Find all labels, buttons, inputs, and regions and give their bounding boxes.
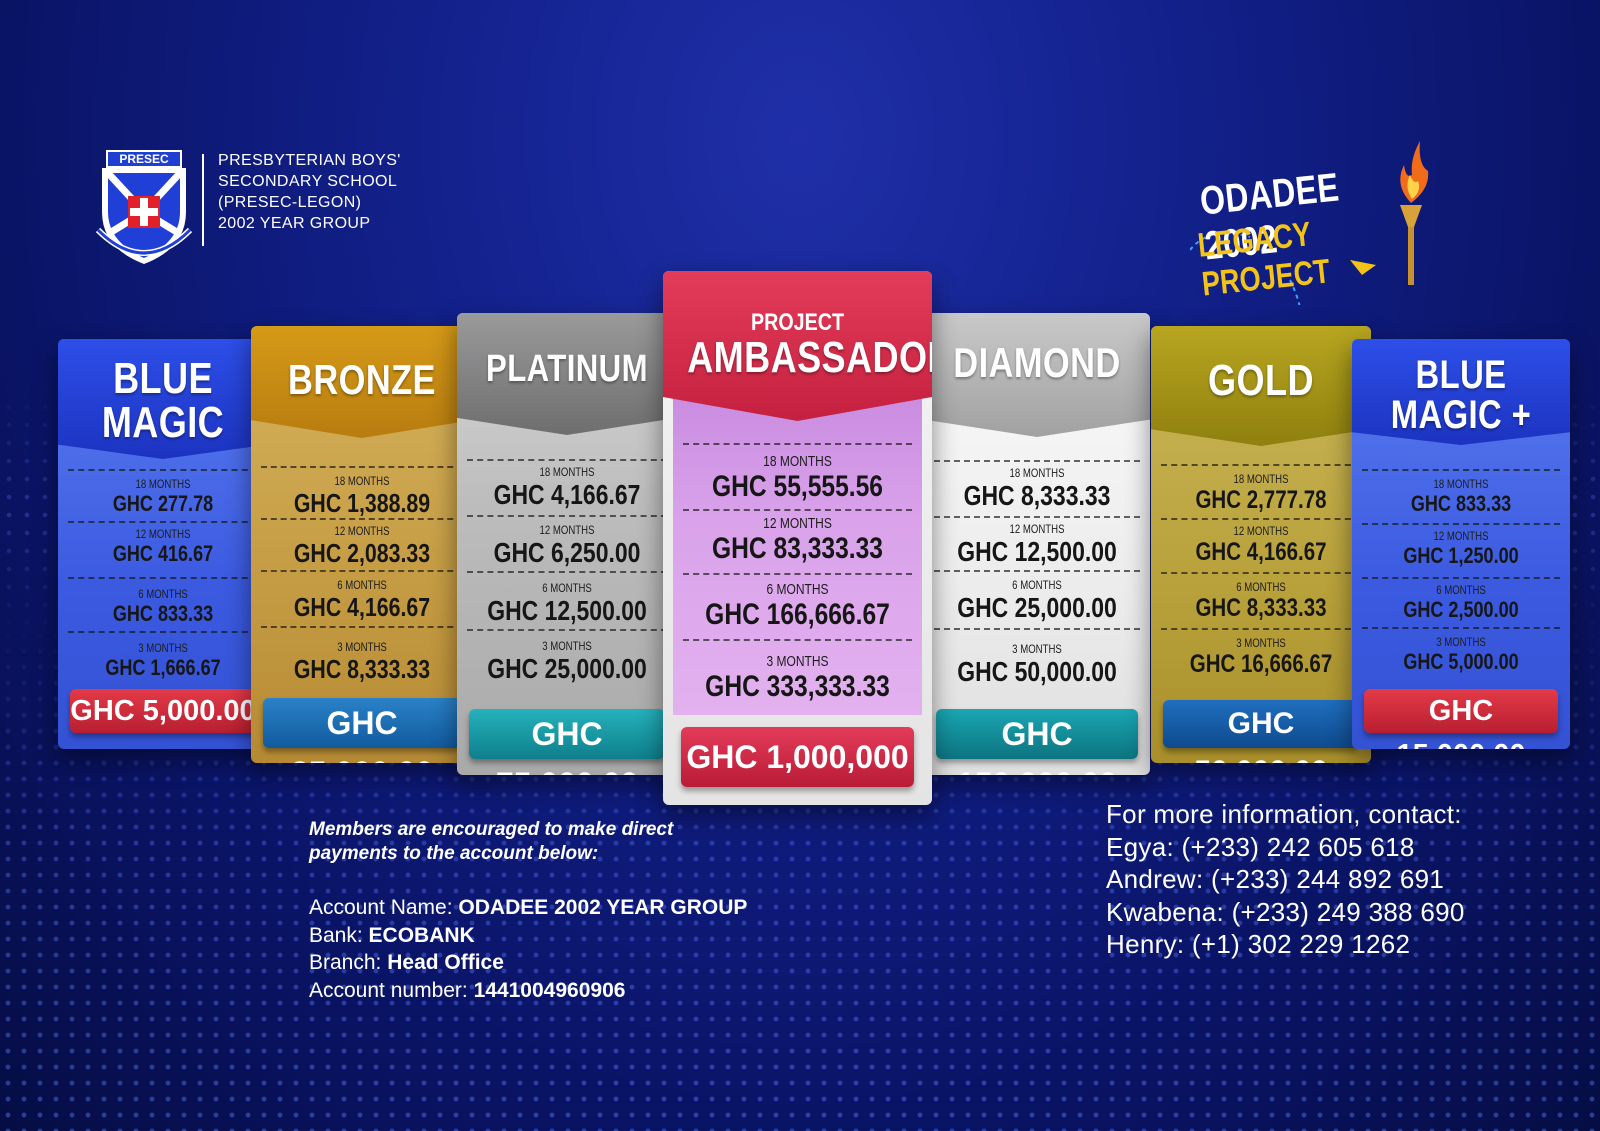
price-row: 3 MONTHS GHC 333,333.33 bbox=[683, 639, 912, 711]
price-row: 3 MONTHS GHC 16,666.67 bbox=[1161, 628, 1361, 686]
crest-label: PRESEC bbox=[106, 150, 182, 168]
tier-card-diamond: DIAMOND 18 MONTHS GHC 8,333.33 12 MONTHS G… bbox=[924, 313, 1150, 775]
torch-icon bbox=[1400, 141, 1429, 285]
tier-title: GOLD bbox=[1208, 356, 1314, 405]
contact-person: Egya: (+233) 242 605 618 bbox=[1106, 831, 1415, 862]
tier-card-project-ambassador: PROJECT AMBASSADOR 18 MONTHS GHC 55,555.5… bbox=[663, 271, 932, 805]
contact-info: For more information, contact: Egya: (+2… bbox=[1106, 798, 1465, 961]
price-row: 18 MONTHS GHC 2,777.78 bbox=[1161, 464, 1361, 518]
price-row: 12 MONTHS GHC 4,166.67 bbox=[1161, 518, 1361, 572]
price-row: 18 MONTHS GHC 277.78 bbox=[68, 469, 258, 521]
price-row: 18 MONTHS GHC 833.33 bbox=[1362, 469, 1560, 523]
price-row: 12 MONTHS GHC 1,250.00 bbox=[1362, 523, 1560, 577]
total-badge: GHC 15,000.00 bbox=[1364, 689, 1558, 749]
price-row: 6 MONTHS GHC 833.33 bbox=[68, 577, 258, 631]
school-crest: PRESEC bbox=[96, 150, 192, 266]
contact-heading: For more information, contact: bbox=[1106, 799, 1462, 829]
price-row: 18 MONTHS GHC 55,555.56 bbox=[683, 443, 912, 509]
header-divider bbox=[202, 154, 204, 246]
price-row: 12 MONTHS GHC 12,500.00 bbox=[934, 516, 1140, 570]
tier-title: AMBASSADOR bbox=[687, 333, 932, 382]
price-row: 3 MONTHS GHC 25,000.00 bbox=[467, 629, 667, 689]
legacy-project-logo: ODADEE 2002 LEGACY PROJECT bbox=[1190, 135, 1460, 305]
school-name: PRESBYTERIAN BOYS' SECONDARY SCHOOL (PRE… bbox=[218, 150, 401, 234]
payment-note: Members are encouraged to make direct pa… bbox=[309, 819, 674, 864]
total-badge: GHC 5,000.00 bbox=[70, 689, 256, 733]
price-row: 6 MONTHS GHC 4,166.67 bbox=[261, 570, 463, 626]
tier-title: MAGIC + bbox=[1390, 393, 1532, 437]
price-row: 18 MONTHS GHC 1,388.89 bbox=[261, 466, 463, 518]
tier-title: BLUE bbox=[113, 354, 213, 403]
total-badge: GHC 1,000,000 bbox=[681, 727, 914, 787]
school-line: SECONDARY SCHOOL bbox=[218, 173, 398, 190]
contact-person: Henry: (+1) 302 229 1262 bbox=[1106, 929, 1411, 959]
account-number: Account number: 1441004960906 bbox=[309, 978, 626, 1002]
price-row: 6 MONTHS GHC 25,000.00 bbox=[934, 570, 1140, 628]
price-row: 3 MONTHS GHC 5,000.00 bbox=[1362, 627, 1560, 683]
contact-person: Kwabena: (+233) 249 388 690 bbox=[1106, 896, 1465, 927]
price-row: 6 MONTHS GHC 8,333.33 bbox=[1161, 572, 1361, 628]
price-row: 12 MONTHS GHC 416.67 bbox=[68, 521, 258, 577]
price-row: 6 MONTHS GHC 2,500.00 bbox=[1362, 577, 1560, 627]
tier-title: MAGIC bbox=[101, 398, 225, 447]
price-row: 18 MONTHS GHC 8,333.33 bbox=[934, 460, 1140, 516]
tier-card-blue-magic-plus: BLUE MAGIC + 18 MONTHS GHC 833.33 12 MONT… bbox=[1352, 339, 1570, 749]
price-row: 12 MONTHS GHC 83,333.33 bbox=[683, 509, 912, 573]
total-badge: GHC 75,000.00 bbox=[469, 709, 665, 775]
school-line: 2002 YEAR GROUP bbox=[218, 215, 371, 232]
price-row: 3 MONTHS GHC 50,000.00 bbox=[934, 628, 1140, 690]
account-name: Account Name: ODADEE 2002 YEAR GROUP bbox=[309, 896, 748, 919]
tier-title: BRONZE bbox=[288, 356, 436, 403]
price-row: 6 MONTHS GHC 12,500.00 bbox=[467, 571, 667, 629]
tier-card-bronze: BRONZE 18 MONTHS GHC 1,388.89 12 MONTHS GH… bbox=[251, 326, 473, 763]
tier-title: DIAMOND bbox=[953, 339, 1121, 386]
school-line: (PRESEC-LEGON) bbox=[218, 194, 362, 211]
branch: Branch: Head Office bbox=[309, 951, 504, 974]
tier-card-platinum: PLATINUM 18 MONTHS GHC 4,166.67 12 MONTHS… bbox=[457, 313, 677, 775]
price-row: 12 MONTHS GHC 6,250.00 bbox=[467, 515, 667, 571]
price-row: 6 MONTHS GHC 166,666.67 bbox=[683, 573, 912, 639]
shield-icon bbox=[96, 168, 192, 264]
contact-person: Andrew: (+233) 244 892 691 bbox=[1106, 864, 1445, 894]
tier-card-gold: GOLD 18 MONTHS GHC 2,777.78 12 MONTHS GHC … bbox=[1151, 326, 1371, 763]
tier-title: PLATINUM bbox=[486, 348, 648, 390]
total-badge: GHC 25,000.00 bbox=[263, 698, 461, 763]
paper-plane-icon bbox=[1350, 260, 1376, 275]
price-row: 18 MONTHS GHC 4,166.67 bbox=[467, 459, 667, 515]
school-line: PRESBYTERIAN BOYS' bbox=[218, 152, 401, 169]
price-row: 12 MONTHS GHC 2,083.33 bbox=[261, 518, 463, 570]
tier-card-blue-magic: BLUE MAGIC 18 MONTHS GHC 277.78 12 MONTHS… bbox=[58, 339, 268, 749]
bank: Bank: ECOBANK bbox=[309, 923, 475, 947]
price-row: 3 MONTHS GHC 1,666.67 bbox=[68, 631, 258, 687]
payment-info: Members are encouraged to make direct pa… bbox=[309, 818, 747, 1004]
school-header: PRESEC PRESBYTERIAN BOYS' SECONDARY SCHO… bbox=[96, 150, 401, 266]
total-badge: GHC 150,000.00 bbox=[936, 709, 1138, 775]
tier-title: BLUE bbox=[1415, 353, 1507, 397]
total-badge: GHC 50,000.00 bbox=[1163, 700, 1359, 763]
price-row: 3 MONTHS GHC 8,333.33 bbox=[261, 626, 463, 686]
tier-subtitle: PROJECT bbox=[751, 309, 844, 336]
